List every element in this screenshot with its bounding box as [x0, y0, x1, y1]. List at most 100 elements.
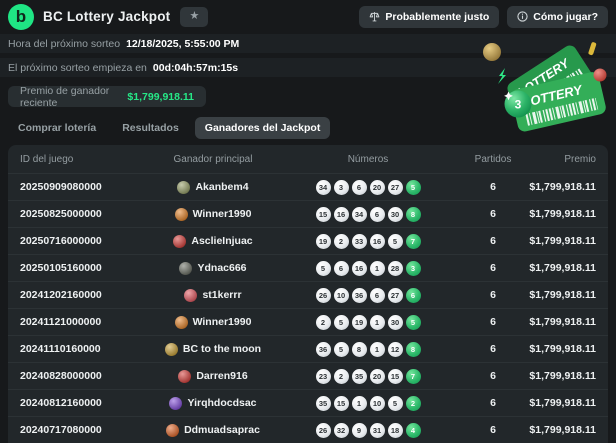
numbers-cell: 26 32 9 31 18 4 [278, 422, 458, 438]
game-id: 20240828000000 [20, 370, 102, 382]
game-id: 20241121000000 [20, 316, 102, 328]
top-bar: b BC Lottery Jackpot ★ Probablemente jus… [0, 0, 616, 34]
game-id: 20241202160000 [20, 289, 102, 301]
numbers-cell: 23 2 35 20 15 7 [278, 368, 458, 384]
winner-avatar [166, 423, 180, 437]
countdown-value: 00d:04h:57m:15s [152, 61, 239, 74]
lottery-ball: 28 [387, 260, 403, 276]
lottery-ball: 35 [351, 368, 367, 384]
lottery-ball: 5 [333, 314, 349, 330]
lottery-ball: 16 [333, 206, 349, 222]
lottery-ball: 34 [351, 206, 367, 222]
lottery-ball: 5 [387, 233, 403, 249]
lottery-ball: 8 [351, 341, 367, 357]
app-logo: b [8, 3, 34, 30]
lottery-ball: 30 [387, 314, 403, 330]
numbers-cell: 36 5 8 1 12 8 [278, 341, 458, 357]
bonus-ball: 8 [405, 206, 421, 222]
prize-amount: $1,799,918.11 [529, 181, 596, 193]
lottery-ball: 36 [351, 287, 367, 303]
header-actions: Probablemente justo Cómo jugar? [359, 5, 608, 28]
next-draw-time-row: Hora del próximo sorteo 12/18/2025, 5:55… [0, 34, 616, 53]
tab-results[interactable]: Resultados [112, 117, 189, 139]
game-id: 20240812160000 [20, 397, 102, 409]
green-ball [504, 90, 532, 118]
prize-amount: $1,799,918.11 [529, 208, 596, 220]
winner-cell: Ddmuadsaprac [148, 423, 278, 437]
numbers-cell: 5 6 16 1 28 3 [278, 260, 458, 276]
table-row: 20240812160000 Yirqhdocdsac 35 15 1 10 5 2 6 $1,7… [8, 389, 608, 416]
matches-count: 6 [490, 235, 496, 247]
lottery-ball: 16 [351, 260, 367, 276]
lottery-ball: 36 [315, 341, 331, 357]
provably-fair-button[interactable]: Probablemente justo [359, 5, 500, 28]
lottery-ball: 27 [387, 179, 403, 195]
yellow-chip [588, 42, 597, 56]
game-id: 20250105160000 [20, 262, 102, 274]
lottery-ball: 1 [351, 395, 367, 411]
matches-count: 6 [490, 208, 496, 220]
tab-jackpot-winners[interactable]: Ganadores del Jackpot [194, 117, 331, 139]
lottery-ball: 23 [315, 368, 331, 384]
matches-count: 6 [490, 343, 496, 355]
prize-amount: $1,799,918.11 [529, 289, 596, 301]
recent-prize-pill: Premio de ganador reciente $1,799,918.11 [8, 85, 206, 109]
header-matches: Partidos [474, 153, 512, 165]
winner-avatar [173, 234, 187, 248]
winner-avatar [178, 369, 192, 383]
numbers-cell: 15 16 34 6 30 8 [278, 206, 458, 222]
next-draw-time-label: Hora del próximo sorteo [8, 37, 121, 50]
winner-avatar [169, 396, 183, 410]
winner-avatar [184, 288, 198, 302]
bonus-ball: 8 [405, 341, 421, 357]
lottery-ball: 6 [351, 179, 367, 195]
winner-name: Winner1990 [192, 316, 252, 328]
favorite-button[interactable]: ★ [180, 6, 209, 27]
numbers-cell: 26 10 36 6 27 6 [278, 287, 458, 303]
ticket-front: LOTTERY [511, 72, 606, 132]
winner-name: BC to the moon [182, 343, 262, 355]
game-id: 20250716000000 [20, 235, 102, 247]
header-main-winner: Ganador principal [173, 153, 253, 165]
winner-avatar [174, 315, 188, 329]
bonus-ball: 7 [405, 233, 421, 249]
lottery-ball: 9 [351, 422, 367, 438]
matches-count: 6 [490, 370, 496, 382]
winner-cell: Winner1990 [148, 315, 278, 329]
how-to-play-label: Cómo jugar? [533, 10, 598, 23]
numbers-cell: 35 15 1 10 5 2 [278, 395, 458, 411]
table-row: 20250909080000 Akanbem4 34 3 6 20 27 5 6 $1,799,9… [8, 173, 608, 200]
lottery-ball: 6 [333, 260, 349, 276]
matches-count: 6 [490, 289, 496, 301]
countdown-row: El próximo sorteo empieza en 00d:04h:57m… [0, 58, 616, 77]
winner-cell: Yirqhdocdsac [148, 396, 278, 410]
red-ball [593, 68, 607, 82]
winner-name: Akanbem4 [195, 181, 249, 193]
green-ball-number: 3 [515, 98, 522, 112]
game-id: 20250825000000 [20, 208, 102, 220]
winner-cell: st1kerrr [148, 288, 278, 302]
lottery-ball: 26 [315, 287, 331, 303]
winner-cell: Ydnac666 [148, 261, 278, 275]
matches-count: 6 [490, 181, 496, 193]
lottery-ball: 12 [387, 341, 403, 357]
game-id: 20250909080000 [20, 181, 102, 193]
lottery-ball: 10 [333, 287, 349, 303]
provably-fair-label: Probablemente justo [385, 10, 490, 23]
lottery-ball: 26 [315, 422, 331, 438]
numbers-cell: 34 3 6 20 27 5 [278, 179, 458, 195]
table-row: 20241110160000 BC to the moon 36 5 8 1 12 8 6 $1,… [8, 335, 608, 362]
tab-buy-lottery[interactable]: Comprar lotería [8, 117, 106, 139]
numbers-cell: 2 5 19 1 30 5 [278, 314, 458, 330]
bonus-ball: 5 [405, 179, 421, 195]
page-title: BC Lottery Jackpot [43, 9, 171, 24]
winner-name: Yirqhdocdsac [187, 397, 257, 409]
how-to-play-button[interactable]: Cómo jugar? [507, 5, 608, 28]
winner-name: Ddmuadsaprac [184, 424, 260, 436]
bonus-ball: 5 [405, 314, 421, 330]
lottery-ball: 6 [369, 287, 385, 303]
lottery-ball: 3 [333, 179, 349, 195]
lottery-ball: 31 [369, 422, 385, 438]
gold-coin [483, 43, 501, 61]
lottery-ball: 1 [369, 341, 385, 357]
